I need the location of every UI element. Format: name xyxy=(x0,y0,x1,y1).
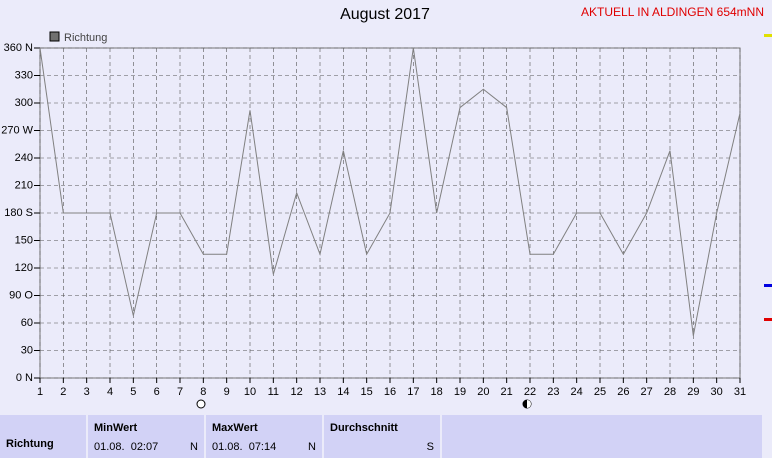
side-mark xyxy=(764,284,772,287)
y-tick-label: 0 N xyxy=(16,372,33,384)
table-cell: Durchschnitt S xyxy=(324,415,440,458)
col-header: Durchschnitt xyxy=(330,422,398,434)
y-tick-label: 360 N xyxy=(4,42,33,54)
x-tick-label: 16 xyxy=(384,386,396,398)
col-header: MaxWert xyxy=(212,422,258,434)
dir: N xyxy=(308,441,316,453)
x-tick-label: 26 xyxy=(617,386,629,398)
x-tick-label: 1 xyxy=(37,386,43,398)
x-tick-label: 18 xyxy=(431,386,443,398)
dir: S xyxy=(426,441,434,453)
y-tick-label: 240 xyxy=(15,152,33,164)
x-tick-label: 23 xyxy=(547,386,559,398)
y-tick-label: 300 xyxy=(15,97,33,109)
y-tick-label: 330 xyxy=(15,69,33,81)
date: 01.08. 07:14 xyxy=(212,441,277,453)
x-tick-label: 12 xyxy=(291,386,303,398)
moon-icon xyxy=(527,400,531,408)
y-tick-label: 90 O xyxy=(9,289,33,301)
x-tick-label: 3 xyxy=(84,386,90,398)
x-tick-label: 25 xyxy=(594,386,606,398)
x-tick-label: 28 xyxy=(664,386,676,398)
x-tick-label: 4 xyxy=(107,386,113,398)
table-cell: MaxWert 01.08. 07:14 N xyxy=(206,415,322,458)
table-cell xyxy=(442,415,762,458)
legend-swatch xyxy=(49,31,60,42)
moon-icon xyxy=(196,399,206,409)
table-cell: MinWert 01.08. 02:07 N xyxy=(88,415,204,458)
x-tick-label: 31 xyxy=(734,386,746,398)
chart: August 2017 AKTUELL IN ALDINGEN 654mNN R… xyxy=(1,5,772,409)
dir: N xyxy=(190,441,198,453)
chart-title: August 2017 xyxy=(340,6,430,23)
side-mark xyxy=(764,318,772,321)
y-tick-label: 180 S xyxy=(4,207,33,219)
legend-label: Richtung xyxy=(64,32,107,44)
row-label: Richtung xyxy=(6,438,54,450)
x-tick-label: 9 xyxy=(224,386,230,398)
chart-subtitle: AKTUELL IN ALDINGEN 654mNN xyxy=(581,5,764,19)
x-tick-label: 22 xyxy=(524,386,536,398)
y-tick-label: 120 xyxy=(15,262,33,274)
x-tick-label: 2 xyxy=(60,386,66,398)
table-row-label-cell: Richtung xyxy=(0,415,86,458)
x-tick-label: 24 xyxy=(571,386,583,398)
x-tick-label: 17 xyxy=(407,386,419,398)
x-tick-label: 6 xyxy=(154,386,160,398)
x-tick-label: 14 xyxy=(337,386,349,398)
x-tick-label: 20 xyxy=(477,386,489,398)
x-tick-label: 29 xyxy=(687,386,699,398)
x-tick-label: 7 xyxy=(177,386,183,398)
x-tick-label: 15 xyxy=(361,386,373,398)
x-tick-label: 11 xyxy=(268,386,279,398)
y-tick-label: 150 xyxy=(15,234,33,246)
x-tick-label: 21 xyxy=(501,386,513,398)
y-tick-label: 60 xyxy=(21,317,33,329)
x-tick-label: 27 xyxy=(641,386,653,398)
date: 01.08. 02:07 xyxy=(94,441,159,453)
side-mark xyxy=(764,34,772,37)
x-tick-label: 13 xyxy=(314,386,326,398)
x-tick-label: 8 xyxy=(200,386,206,398)
y-tick-label: 210 xyxy=(15,179,33,191)
y-tick-label: 270 W xyxy=(1,124,33,136)
col-header: MinWert xyxy=(94,422,138,434)
y-tick-label: 30 xyxy=(21,344,33,356)
x-tick-label: 5 xyxy=(130,386,136,398)
x-tick-label: 10 xyxy=(244,386,256,398)
series-line xyxy=(39,47,741,336)
x-tick-label: 19 xyxy=(454,386,466,398)
x-tick-label: 30 xyxy=(711,386,723,398)
